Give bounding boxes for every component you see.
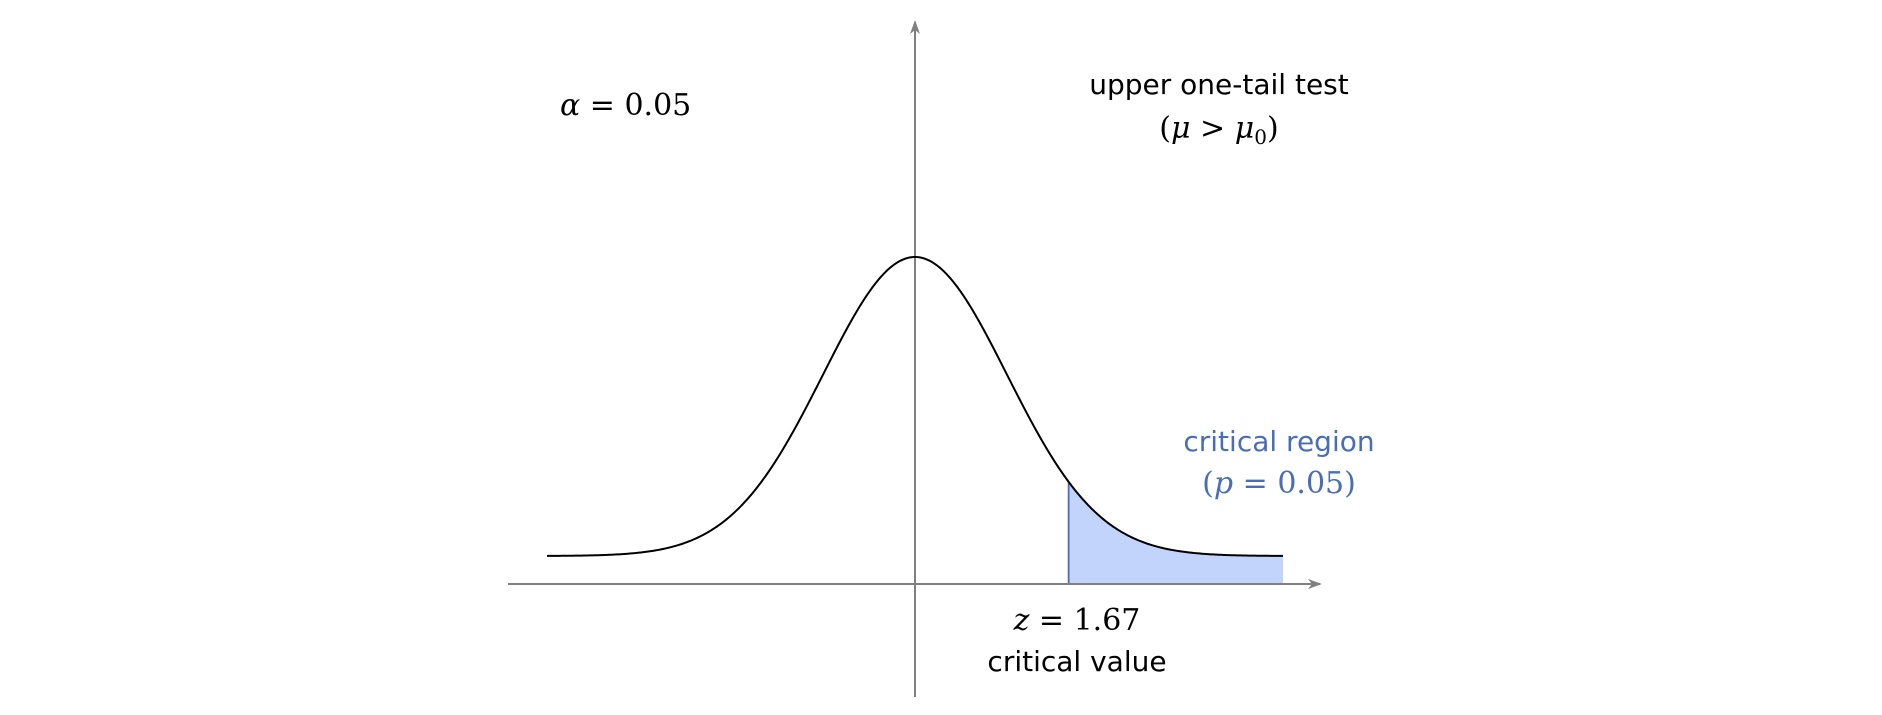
test-title: upper one-tail test [1089,68,1349,101]
critical-z-number: = 1.67 [1029,603,1140,638]
alpha-symbol: α [560,88,580,123]
hypothesis-gt: > [1191,111,1235,146]
critical-value-label: critical value [987,645,1166,678]
hypothesis-close-paren: ) [1267,111,1279,146]
region-p-symbol: p [1214,466,1233,501]
region-p-value: = 0.05) [1233,466,1356,501]
alternative-hypothesis: (μ > μ0) [1159,111,1278,149]
hypothesis-mu0: μ [1235,111,1255,146]
critical-z-symbol: z [1013,603,1030,638]
region-open-paren: ( [1202,466,1214,501]
hypothesis-subscript: 0 [1254,125,1267,149]
hypothesis-open-paren: ( [1159,111,1171,146]
critical-region-area [1068,481,1283,584]
critical-z-value: z = 1.67 [1013,603,1141,638]
normal-density-curve [546,255,1284,557]
critical-region-label: critical region [1183,425,1374,458]
alpha-label: α = 0.05 [560,88,691,123]
hypothesis-mu: μ [1171,111,1191,146]
alpha-value: = 0.05 [580,88,691,123]
critical-region-p-value: (p = 0.05) [1202,466,1356,501]
